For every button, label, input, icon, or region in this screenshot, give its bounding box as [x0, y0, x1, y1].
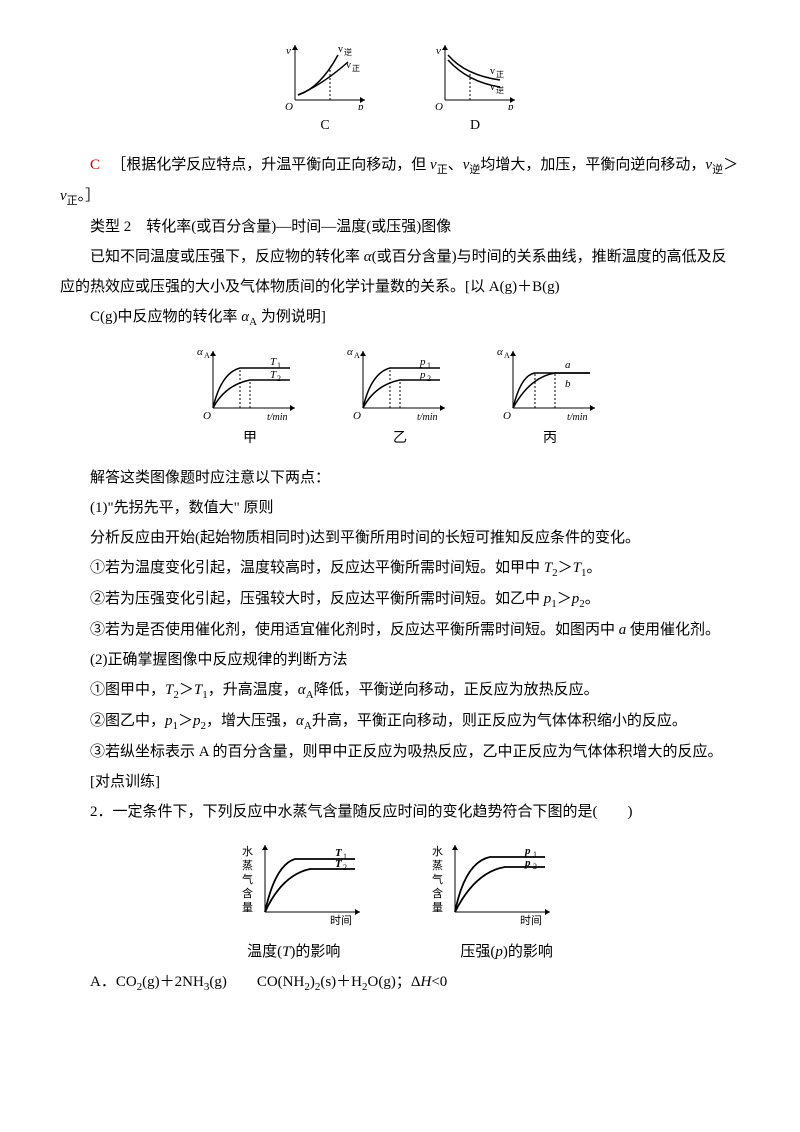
- svg-text:气: 气: [242, 872, 253, 886]
- para10: ③若为是否使用催化剂，使用适宜催化剂时，反应达平衡所需时间短。如图丙中 a 使用…: [60, 615, 740, 645]
- svg-text:A: A: [204, 351, 210, 360]
- svg-text:2: 2: [533, 862, 537, 871]
- svg-text:p: p: [524, 857, 531, 869]
- para7: 分析反应由开始(起始物质相同时)达到平衡所用时间的长短可推知反应条件的变化。: [60, 523, 740, 553]
- svg-text:1: 1: [277, 361, 281, 370]
- svg-text:v: v: [490, 66, 495, 77]
- svg-text:α: α: [197, 346, 203, 358]
- svg-text:水: 水: [242, 845, 253, 858]
- svg-text:正: 正: [352, 64, 360, 73]
- svg-text:1: 1: [533, 850, 537, 859]
- svg-text:2: 2: [427, 374, 431, 383]
- svg-text:p: p: [419, 356, 426, 368]
- para14: ③若纵坐标表示 A 的百分含量，则甲中正反应为吸热反应，乙中正反应为气体体积增大…: [60, 737, 740, 767]
- mid-graph-row: αA t/min O T1 T2 甲 αA t/min O p1 p2: [60, 343, 740, 453]
- para1-text: ［根据化学反应特点，升温平衡向正向移动，但 v正、v逆均增大，加压，平衡向逆向移…: [60, 157, 738, 204]
- graph-temp: 水 蒸 气 含 量 时间 T1 T2: [240, 837, 370, 927]
- para16: 2．一定条件下，下列反应中水蒸气含量随反应时间的变化趋势符合下图的是( ): [60, 797, 740, 827]
- graph-d-svg: v p O v正 v逆: [430, 40, 520, 110]
- para6: (1)"先拐先平，数值大" 原则: [60, 493, 740, 523]
- para15: [对点训练]: [60, 767, 740, 797]
- svg-text:p: p: [419, 369, 426, 381]
- top-graph-row: v p O v逆 v正 C v p O v正 v逆 D: [60, 40, 740, 140]
- svg-text:T: T: [270, 356, 277, 368]
- svg-text:含: 含: [432, 886, 443, 900]
- graph-bing-label: 丙: [495, 425, 605, 453]
- svg-text:t/min: t/min: [267, 412, 288, 423]
- svg-text:a: a: [565, 359, 571, 371]
- graph-yi-svg: αA t/min O p1 p2: [345, 343, 455, 423]
- svg-text:O: O: [435, 101, 443, 110]
- svg-text:p: p: [507, 101, 514, 110]
- para12: ①图甲中，T2＞T1，升高温度，αA降低，平衡逆向移动，正反应为放热反应。: [60, 675, 740, 706]
- para4: C(g)中反应物的转化率 αA 为例说明]: [60, 302, 740, 333]
- graph-jia-label: 甲: [195, 425, 305, 453]
- graph-temp-svg: 水 蒸 气 含 量 时间 T1 T2: [240, 837, 370, 927]
- bottom-captions: 温度(T)的影响 压强(p)的影响: [60, 937, 740, 967]
- para-answer: C ［根据化学反应特点，升温平衡向正向移动，但 v正、v逆均增大，加压，平衡向逆…: [60, 150, 740, 212]
- svg-text:时间: 时间: [520, 914, 542, 927]
- para13: ②图乙中，p1＞p2，增大压强，αA升高，平衡正向移动，则正反应为气体体积缩小的…: [60, 706, 740, 737]
- svg-text:v: v: [346, 60, 351, 71]
- graph-press: 水 蒸 气 含 量 时间 p1 p2: [430, 837, 560, 927]
- svg-text:b: b: [565, 378, 571, 390]
- graph-c-label: C: [280, 112, 370, 140]
- svg-text:O: O: [285, 101, 293, 110]
- svg-text:T: T: [270, 369, 277, 381]
- svg-text:p: p: [524, 845, 531, 857]
- svg-text:2: 2: [343, 863, 347, 872]
- svg-text:量: 量: [432, 901, 443, 914]
- graph-d: v p O v正 v逆 D: [430, 40, 520, 140]
- graph-c: v p O v逆 v正 C: [280, 40, 370, 140]
- svg-text:1: 1: [343, 852, 347, 861]
- svg-text:逆: 逆: [496, 85, 504, 95]
- svg-text:p: p: [357, 101, 364, 110]
- para9: ②若为压强变化引起，压强较大时，反应达平衡所需时间短。如乙中 p1＞p2。: [60, 584, 740, 615]
- svg-text:时间: 时间: [330, 914, 352, 927]
- graph-bing: αA t/min O a b 丙: [495, 343, 605, 453]
- svg-text:蒸: 蒸: [432, 859, 443, 872]
- svg-text:v: v: [490, 82, 495, 93]
- svg-text:水: 水: [432, 845, 443, 858]
- svg-text:t/min: t/min: [567, 412, 588, 423]
- bottom-graph-row: 水 蒸 气 含 量 时间 T1 T2 水 蒸 气 含 量 时间 p1 p2: [60, 837, 740, 927]
- graph-jia-svg: αA t/min O T1 T2: [195, 343, 305, 423]
- svg-text:v: v: [286, 45, 291, 57]
- caption-temp: 温度(T)的影响: [247, 937, 340, 967]
- svg-text:α: α: [347, 346, 353, 358]
- svg-text:α: α: [497, 346, 503, 358]
- para5: 解答这类图像题时应注意以下两点：: [60, 463, 740, 493]
- svg-text:量: 量: [242, 901, 253, 914]
- para8: ①若为温度变化引起，温度较高时，反应达平衡所需时间短。如甲中 T2＞T1。: [60, 553, 740, 584]
- graph-yi: αA t/min O p1 p2 乙: [345, 343, 455, 453]
- graph-press-svg: 水 蒸 气 含 量 时间 p1 p2: [430, 837, 560, 927]
- para11: (2)正确掌握图像中反应规律的判断方法: [60, 645, 740, 675]
- answer-letter: C: [90, 157, 100, 173]
- para2: 类型 2 转化率(或百分含量)—时间—温度(或压强)图像: [60, 212, 740, 242]
- svg-text:v: v: [436, 45, 441, 57]
- svg-text:1: 1: [427, 361, 431, 370]
- caption-press: 压强(p)的影响: [460, 937, 553, 967]
- graph-yi-label: 乙: [345, 425, 455, 453]
- svg-text:正: 正: [496, 70, 504, 79]
- svg-text:气: 气: [432, 872, 443, 886]
- graph-d-label: D: [430, 112, 520, 140]
- svg-text:O: O: [503, 410, 511, 422]
- graph-jia: αA t/min O T1 T2 甲: [195, 343, 305, 453]
- svg-text:O: O: [203, 410, 211, 422]
- graph-bing-svg: αA t/min O a b: [495, 343, 605, 423]
- svg-text:A: A: [354, 351, 360, 360]
- svg-text:含: 含: [242, 886, 253, 900]
- svg-text:O: O: [353, 410, 361, 422]
- svg-text:蒸: 蒸: [242, 859, 253, 872]
- svg-text:2: 2: [277, 374, 281, 383]
- para3: 已知不同温度或压强下，反应物的转化率 α(或百分含量)与时间的关系曲线，推断温度…: [60, 242, 740, 302]
- graph-c-svg: v p O v逆 v正: [280, 40, 370, 110]
- svg-text:v: v: [338, 44, 343, 55]
- para17: A．CO2(g)＋2NH3(g) CO(NH2)2(s)＋H2O(g)；ΔH<0: [60, 967, 740, 998]
- svg-text:逆: 逆: [344, 47, 352, 57]
- svg-text:A: A: [504, 351, 510, 360]
- svg-text:t/min: t/min: [417, 412, 438, 423]
